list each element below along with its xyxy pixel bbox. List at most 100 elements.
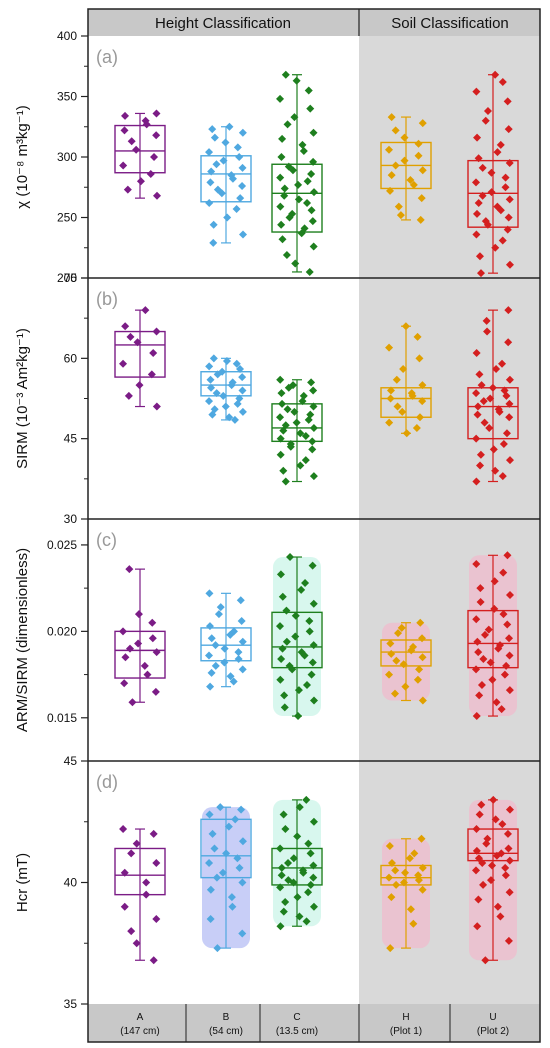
data-point — [487, 188, 496, 197]
data-point — [304, 888, 313, 897]
data-point — [412, 423, 421, 432]
data-point — [505, 805, 514, 814]
data-point — [293, 893, 302, 902]
data-point — [280, 691, 289, 700]
data-point — [212, 160, 221, 169]
data-point — [152, 914, 161, 923]
data-point — [296, 429, 305, 438]
data-point — [299, 146, 308, 155]
data-point — [475, 370, 484, 379]
data-point — [387, 649, 396, 658]
data-point — [414, 151, 423, 160]
data-point — [504, 844, 513, 853]
iqr-box — [271, 403, 323, 443]
data-point — [483, 327, 492, 336]
data-point — [236, 596, 245, 605]
data-point — [500, 670, 509, 679]
iqr-box — [271, 847, 323, 886]
data-point — [238, 837, 247, 846]
data-point — [505, 375, 514, 384]
header-bar — [88, 9, 540, 36]
data-point — [151, 687, 160, 696]
data-point — [216, 603, 225, 612]
data-point — [472, 230, 481, 239]
iqr-box — [114, 847, 166, 896]
data-point — [309, 599, 318, 608]
data-point — [493, 902, 502, 911]
data-point — [492, 365, 501, 374]
data-point — [491, 466, 500, 475]
data-point — [205, 397, 214, 406]
data-point — [306, 104, 315, 113]
data-point — [278, 592, 287, 601]
data-point — [227, 893, 236, 902]
data-point — [231, 815, 240, 824]
y-tick-label: 0.020 — [47, 624, 77, 638]
data-point — [206, 914, 215, 923]
data-point — [413, 332, 422, 341]
panel-2: 0.015 0.020 0.025 ARM/SIRM (dimensionless) (… — [14, 518, 540, 732]
data-point — [294, 195, 303, 204]
box-B — [200, 589, 252, 691]
data-point — [301, 578, 310, 587]
data-point — [505, 686, 514, 695]
data-point — [487, 876, 496, 885]
y-axis-label: Hcr (mT) — [14, 853, 31, 912]
data-point — [418, 696, 427, 705]
data-point — [291, 259, 300, 268]
data-point — [127, 927, 136, 936]
panels: 200 250 300 350 400 χ (10⁻⁸ m³kg⁻¹) (a) 30 45 60 7… — [14, 29, 540, 1011]
data-point — [304, 839, 313, 848]
data-point — [479, 655, 488, 664]
data-point — [418, 166, 427, 175]
data-point — [488, 861, 497, 870]
data-point — [505, 195, 514, 204]
data-point — [290, 113, 299, 122]
data-point — [205, 810, 214, 819]
data-point — [213, 944, 222, 953]
iqr-box — [380, 639, 432, 667]
data-point — [280, 703, 289, 712]
data-point — [205, 651, 214, 660]
data-point — [228, 902, 237, 911]
data-point — [416, 618, 425, 627]
box-H — [380, 618, 432, 705]
data-point — [209, 220, 218, 229]
data-point — [288, 166, 297, 175]
data-point — [307, 378, 316, 387]
box-A — [114, 565, 166, 707]
category-sub-U: (Plot 2) — [477, 1026, 509, 1037]
data-point — [478, 859, 487, 868]
data-point — [385, 842, 394, 851]
box-A — [114, 306, 166, 411]
iqr-box — [467, 828, 519, 862]
data-point — [386, 944, 395, 953]
data-point — [279, 426, 288, 435]
data-point — [298, 140, 307, 149]
data-point — [219, 391, 228, 400]
data-point — [397, 623, 406, 632]
data-point — [490, 577, 499, 586]
data-point — [501, 863, 510, 872]
data-point — [385, 670, 394, 679]
category-labels: A (147 cm) B (54 cm) C (13.5 cm) H (Plot 1) U (Pl… — [120, 1004, 509, 1042]
category-code-B: B — [223, 1012, 230, 1023]
data-point — [152, 327, 161, 336]
data-point — [309, 641, 318, 650]
data-point — [149, 956, 158, 965]
data-point — [308, 658, 317, 667]
data-point — [132, 839, 141, 848]
data-point — [495, 407, 504, 416]
data-point — [280, 191, 289, 200]
data-point — [417, 834, 426, 843]
data-point — [279, 466, 288, 475]
data-point — [473, 209, 482, 218]
data-point — [281, 825, 290, 834]
data-point — [207, 634, 216, 643]
panel-1: 30 45 60 75 SIRM (10⁻³ Am²kg⁻¹) (b) — [14, 271, 540, 526]
data-point — [387, 893, 396, 902]
data-point — [127, 849, 136, 858]
iqr-box — [114, 630, 166, 679]
data-point — [304, 415, 313, 424]
data-point — [497, 705, 506, 714]
